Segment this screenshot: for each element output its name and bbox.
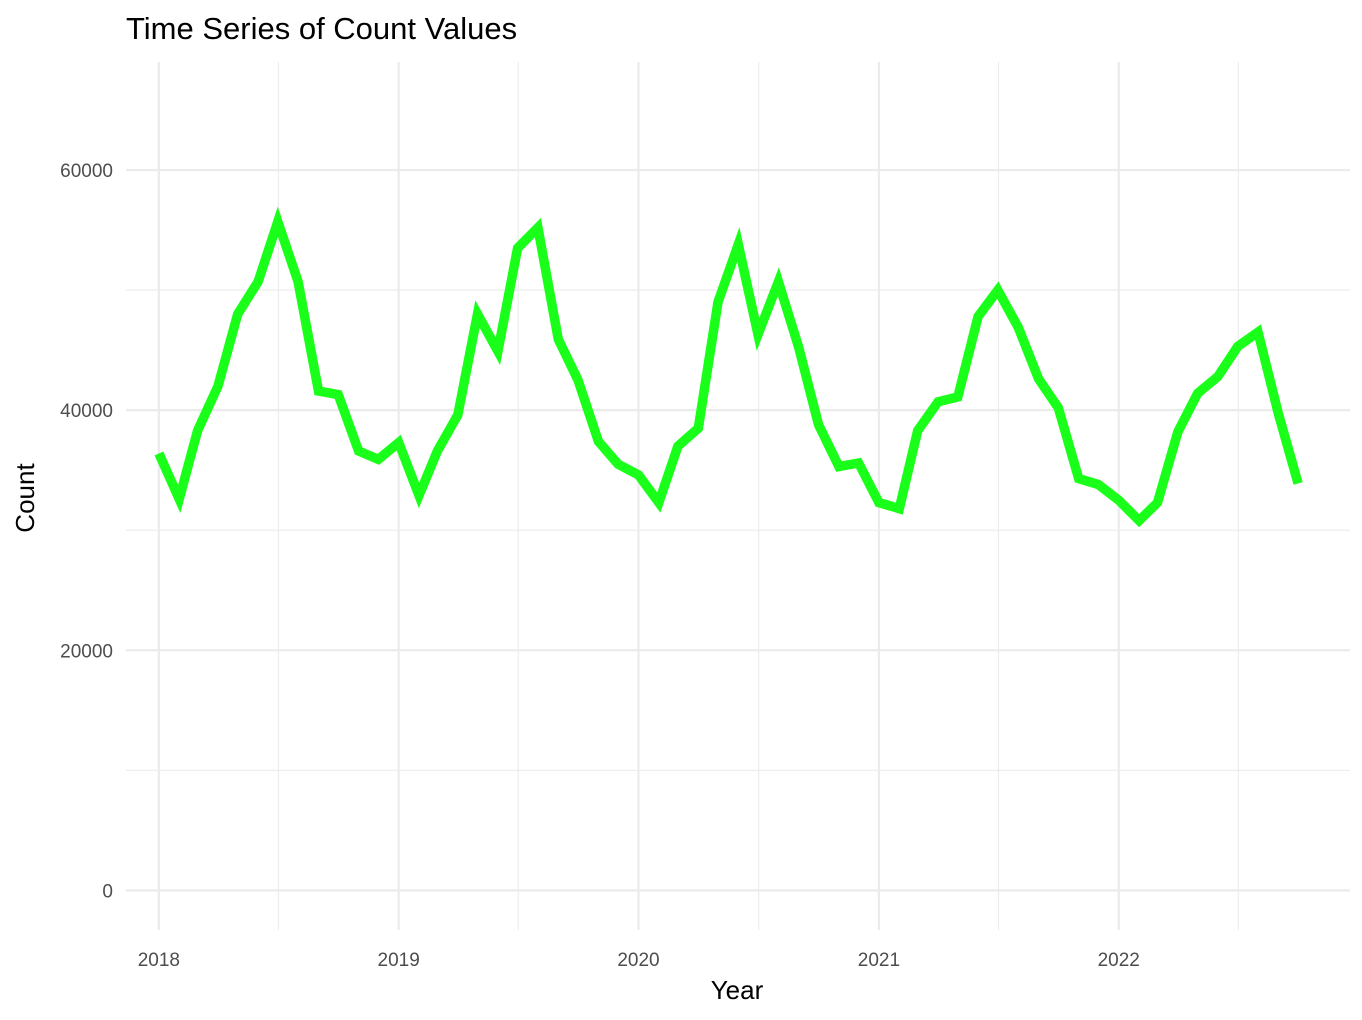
y-tick-label: 0 [102, 881, 113, 902]
x-tick-label: 2020 [617, 950, 659, 971]
x-tick-labels: 2018 2019 2020 2021 2022 [138, 950, 1140, 971]
x-tick-label: 2021 [858, 950, 900, 971]
y-tick-label: 20000 [60, 641, 113, 662]
y-tick-label: 40000 [60, 401, 113, 422]
x-tick-label: 2019 [378, 950, 420, 971]
x-tick-label: 2018 [138, 950, 180, 971]
grid-major-lines [126, 62, 1350, 930]
grid-minor-lines [126, 62, 1350, 930]
y-axis-title: Count [10, 463, 40, 533]
series-lines [154, 206, 1303, 528]
series-line [154, 206, 1303, 528]
chart-title: Time Series of Count Values [126, 11, 517, 46]
x-axis-title: Year [711, 975, 764, 1005]
x-tick-label: 2022 [1098, 950, 1140, 971]
y-tick-label: 60000 [60, 161, 113, 182]
y-tick-labels: 0 20000 40000 60000 [60, 161, 113, 902]
